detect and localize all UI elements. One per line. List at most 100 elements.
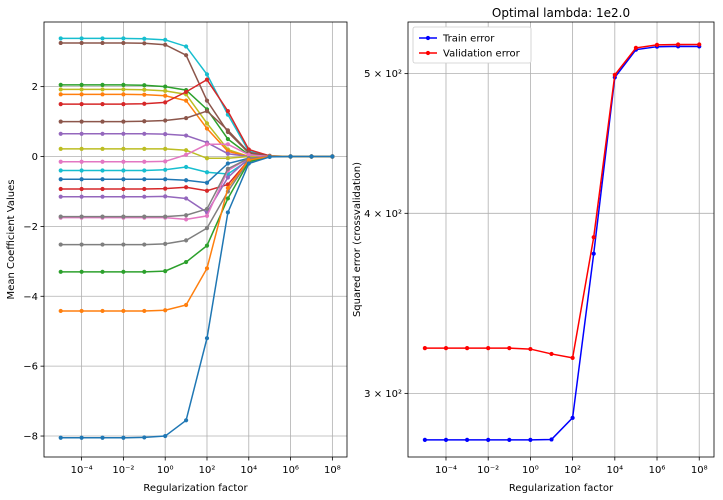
chart1-series-10-point	[58, 159, 63, 164]
chart1-series-10-point	[79, 159, 84, 164]
chart1-series-12-point	[184, 178, 189, 183]
chart1-series-20-point	[246, 161, 251, 166]
chart1-series-1-point	[184, 44, 189, 49]
chart1-series-3-point	[225, 136, 230, 142]
chart1-series-16-point	[100, 214, 105, 219]
chart1-series-16-line	[60, 155, 333, 218]
chart2-ytick-label: 5 × 10²	[364, 69, 402, 80]
chart1-series-20-point	[288, 154, 293, 159]
chart1-series-8-point	[121, 131, 126, 136]
chart1-series-2-point	[79, 40, 84, 46]
chart1-axes-frame	[43, 21, 348, 458]
chart1-series-12-point	[204, 180, 210, 185]
chart1-series-10-point	[204, 142, 210, 147]
chart1-series-17-point	[142, 242, 147, 247]
chart1-xlabel: Regularization factor	[143, 483, 248, 494]
chart1-series-9-point	[204, 156, 210, 161]
chart1-ytick-label: 2	[32, 82, 38, 93]
chart1-series-11-point	[142, 168, 147, 173]
chart1-series-8-point	[58, 131, 63, 136]
chart1-series-12-point	[100, 177, 105, 182]
chart2-series-2-line	[424, 43, 700, 359]
chart1-series-18-point	[225, 196, 230, 201]
chart1-series-11-point	[79, 168, 84, 173]
chart1-series-13-point	[142, 186, 147, 192]
chart1-series-14-point	[79, 194, 84, 199]
chart1-series-20-point	[204, 336, 210, 341]
chart1-series-8-point	[79, 131, 84, 136]
chart1-series-20-point	[58, 435, 63, 440]
chart1-series-9-point	[184, 148, 189, 153]
chart1-series-20-point	[79, 435, 84, 440]
chart1-series-1-point	[204, 72, 210, 77]
chart1-series-7-point	[142, 119, 147, 124]
chart1-series-16-point	[58, 214, 63, 219]
chart1-series-20-point	[163, 433, 168, 439]
chart1-series-3-point	[142, 83, 147, 88]
chart1-series-12-point	[142, 177, 147, 182]
chart1-series-20-point	[121, 435, 126, 440]
chart1-series-19-point	[163, 308, 168, 313]
chart1-series-15-point	[184, 217, 189, 222]
chart2-series-2-point	[612, 72, 617, 77]
chart1-xtick-label: 10⁻²	[112, 465, 134, 476]
chart1-series-17-point	[58, 242, 63, 247]
chart1-xtick-label: 10⁶	[282, 465, 299, 476]
chart1-series-7-point	[184, 115, 189, 121]
chart1-series-7-point	[225, 128, 230, 133]
chart2-axes-frame	[407, 21, 715, 458]
chart2-group: 10⁻⁴ 10⁻² 10⁰ 10² 10⁴ 10⁶ 10⁸ 5 × 10² 4 × 10² 3 ×…	[352, 6, 715, 494]
chart1-series-16-point	[225, 166, 230, 171]
chart1-series-5-point	[100, 92, 105, 97]
chart1-series-16-point	[142, 214, 147, 219]
chart1-series-12-point	[79, 177, 84, 182]
chart1-series-18-line	[60, 155, 333, 273]
chart2-ytick-label: 4 × 10²	[364, 209, 402, 220]
chart1-series-13-point	[79, 186, 84, 192]
chart1-series-18-point	[163, 269, 168, 274]
chart1-series-20-line	[60, 155, 333, 439]
chart1-series-3-point	[58, 82, 63, 87]
chart1-series-13-point	[184, 185, 189, 190]
chart1-series-6-point	[184, 89, 189, 94]
chart1-series-14-point	[142, 194, 147, 199]
chart2-series-2-point	[591, 235, 596, 240]
chart1-series-19-point	[142, 308, 147, 314]
chart1-series-10-point	[225, 142, 230, 147]
chart1-series-20-point	[330, 154, 335, 159]
chart1-series-7-point	[58, 119, 63, 124]
chart1-series-2-point	[121, 40, 126, 46]
chart2-ylabel: Squared error (crossvalidation)	[352, 162, 363, 317]
chart1-series-19-point	[100, 308, 105, 314]
chart1-series-11-point	[100, 168, 105, 173]
chart2-series-2-point	[676, 42, 681, 47]
chart1-series-7-point	[79, 119, 84, 124]
chart1-series-11-point	[163, 167, 168, 172]
chart2-xtick-label: 10⁻²	[477, 465, 499, 476]
chart1-series-20-point	[267, 154, 272, 159]
chart2-series-2-point	[654, 42, 660, 47]
chart1-series-20-point	[309, 154, 314, 159]
chart2-title: Optimal lambda: 1e2.0	[492, 6, 630, 20]
chart1-series-19-point	[204, 266, 210, 271]
chart1-series-9-point	[142, 146, 147, 151]
chart1-series-16-point	[79, 214, 84, 219]
chart1-series-9-point	[163, 146, 168, 151]
chart1-series-17-point	[100, 242, 105, 247]
chart1-series-7-point	[100, 119, 105, 124]
chart1-series-9-point	[225, 156, 230, 161]
chart1-series-5-point	[58, 92, 63, 97]
chart1-series-14-point	[58, 194, 63, 199]
chart2-series-1-point	[591, 251, 596, 256]
chart1-series-19-point	[184, 302, 189, 308]
chart1-series-5-point	[121, 92, 126, 97]
chart1-series-8-point	[184, 133, 189, 138]
chart1-series-20-point	[142, 435, 147, 440]
chart1-series-2-point	[184, 53, 189, 58]
chart1-series-18-point	[184, 259, 189, 265]
chart2-legend-label-1: Train error	[442, 34, 495, 45]
chart1-series-2-point	[142, 41, 147, 46]
chart1-series-4-point	[100, 87, 105, 92]
chart1-series-15-point	[204, 213, 210, 219]
